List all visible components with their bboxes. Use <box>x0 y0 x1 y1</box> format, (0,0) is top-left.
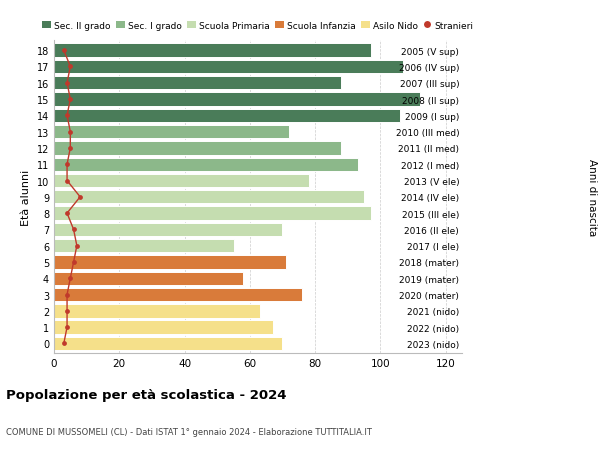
Bar <box>54 190 364 204</box>
Point <box>62 80 72 87</box>
Point <box>62 291 72 298</box>
Point <box>65 145 75 152</box>
Point <box>62 324 72 331</box>
Bar <box>54 77 341 90</box>
Point <box>62 210 72 217</box>
Bar <box>54 158 358 172</box>
Point <box>72 242 82 250</box>
Text: COMUNE DI MUSSOMELI (CL) - Dati ISTAT 1° gennaio 2024 - Elaborazione TUTTITALIA.: COMUNE DI MUSSOMELI (CL) - Dati ISTAT 1°… <box>6 427 372 436</box>
Legend: Sec. II grado, Sec. I grado, Scuola Primaria, Scuola Infanzia, Asilo Nido, Stran: Sec. II grado, Sec. I grado, Scuola Prim… <box>43 22 473 31</box>
Bar <box>54 61 403 74</box>
Bar <box>54 272 244 285</box>
Point <box>59 340 68 347</box>
Point <box>62 161 72 168</box>
Bar <box>54 207 371 220</box>
Point <box>62 112 72 120</box>
Point <box>62 308 72 315</box>
Bar <box>54 256 286 269</box>
Bar <box>54 288 302 302</box>
Point <box>76 194 85 201</box>
Text: Anni di nascita: Anni di nascita <box>587 159 597 236</box>
Point <box>69 226 79 234</box>
Bar <box>54 109 400 123</box>
Point <box>59 47 68 55</box>
Bar <box>54 126 289 139</box>
Bar <box>54 174 308 188</box>
Bar <box>54 337 283 350</box>
Point <box>65 275 75 282</box>
Point <box>65 64 75 71</box>
Bar <box>54 240 233 253</box>
Bar <box>54 142 341 155</box>
Point <box>65 129 75 136</box>
Bar <box>54 304 260 318</box>
Text: Popolazione per età scolastica - 2024: Popolazione per età scolastica - 2024 <box>6 388 287 401</box>
Point <box>62 178 72 185</box>
Point <box>69 259 79 266</box>
Bar <box>54 45 371 58</box>
Bar <box>54 321 272 334</box>
Y-axis label: Età alunni: Età alunni <box>21 169 31 225</box>
Point <box>65 96 75 104</box>
Bar <box>54 93 419 106</box>
Bar <box>54 223 283 236</box>
